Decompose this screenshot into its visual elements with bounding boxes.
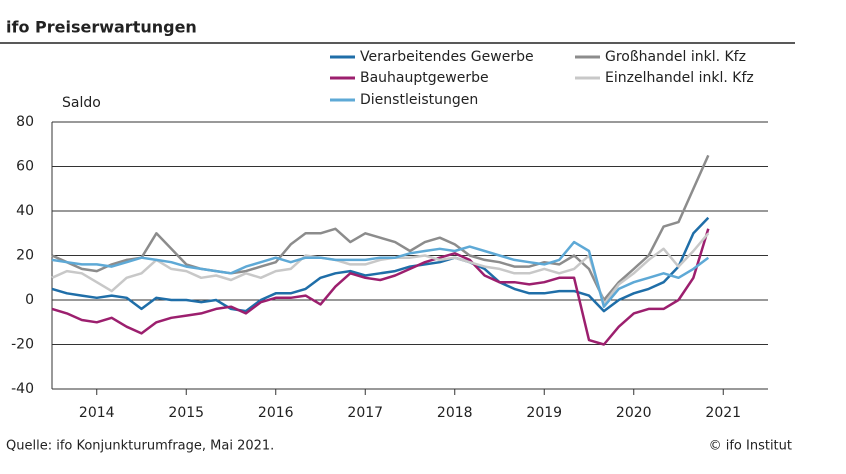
y-tick-label: 20 — [16, 248, 34, 264]
y-tick-label: -20 — [11, 337, 34, 353]
chart-title: ifo Preiserwartungen — [6, 18, 197, 37]
legend-label: Bauhauptgewerbe — [360, 70, 489, 86]
y-tick-label: -40 — [11, 381, 34, 397]
y-tick-label: 40 — [16, 203, 34, 219]
series-line — [51, 154, 710, 302]
y-tick-label: 60 — [16, 159, 34, 175]
y-tick-label: 80 — [16, 114, 34, 130]
x-tick-label: 2017 — [347, 405, 383, 421]
x-tick-label: 2015 — [168, 405, 204, 421]
series-line — [51, 228, 710, 346]
legend-label: Verarbeitendes Gewerbe — [360, 49, 534, 65]
series-line — [51, 216, 710, 313]
x-tick-label: 2018 — [437, 405, 473, 421]
x-tick-label: 2021 — [705, 405, 741, 421]
y-axis-label: Saldo — [62, 95, 101, 111]
credit: © ifo Institut — [709, 439, 792, 454]
legend-label: Dienstleistungen — [360, 92, 478, 108]
legend-label: Einzelhandel inkl. Kfz — [605, 70, 754, 86]
x-tick-label: 2014 — [79, 405, 115, 421]
y-tick-label: 0 — [25, 292, 34, 308]
source-note: Quelle: ifo Konjunkturumfrage, Mai 2021. — [6, 439, 274, 454]
series-line — [51, 240, 710, 308]
x-tick-label: 2020 — [616, 405, 652, 421]
x-tick-label: 2016 — [258, 405, 294, 421]
x-tick-label: 2019 — [526, 405, 562, 421]
legend-label: Großhandel inkl. Kfz — [605, 49, 746, 65]
